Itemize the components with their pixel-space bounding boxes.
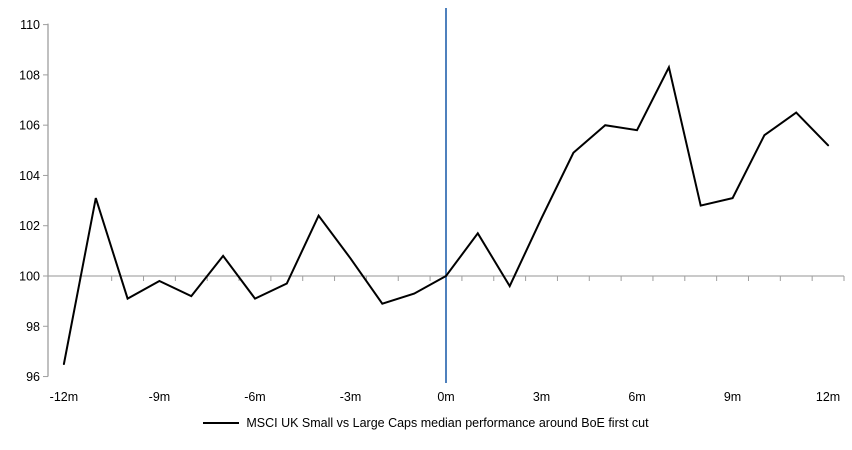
y-tick-label: 96 bbox=[26, 370, 40, 384]
x-tick-label: -3m bbox=[340, 390, 362, 404]
legend-label: MSCI UK Small vs Large Caps median perfo… bbox=[246, 416, 649, 430]
legend: MSCI UK Small vs Large Caps median perfo… bbox=[0, 416, 852, 430]
y-tick-label: 102 bbox=[19, 219, 40, 233]
x-tick-label: 9m bbox=[724, 390, 741, 404]
x-tick-label: 12m bbox=[816, 390, 840, 404]
x-tick-label: 3m bbox=[533, 390, 550, 404]
y-tick-label: 98 bbox=[26, 320, 40, 334]
x-tick-label: 6m bbox=[628, 390, 645, 404]
series-line bbox=[62, 64, 830, 365]
legend-line-marker bbox=[203, 422, 240, 424]
y-tick-label: 106 bbox=[19, 119, 40, 133]
x-tick-label: -9m bbox=[149, 390, 171, 404]
y-tick-label: 108 bbox=[19, 68, 40, 82]
x-tick-label: -12m bbox=[50, 390, 78, 404]
x-tick-label: 0m bbox=[437, 390, 454, 404]
y-tick-label: 100 bbox=[19, 270, 40, 284]
x-tick-label: -6m bbox=[244, 390, 266, 404]
y-tick-label: 110 bbox=[20, 18, 40, 32]
y-tick-label: 104 bbox=[19, 169, 40, 183]
